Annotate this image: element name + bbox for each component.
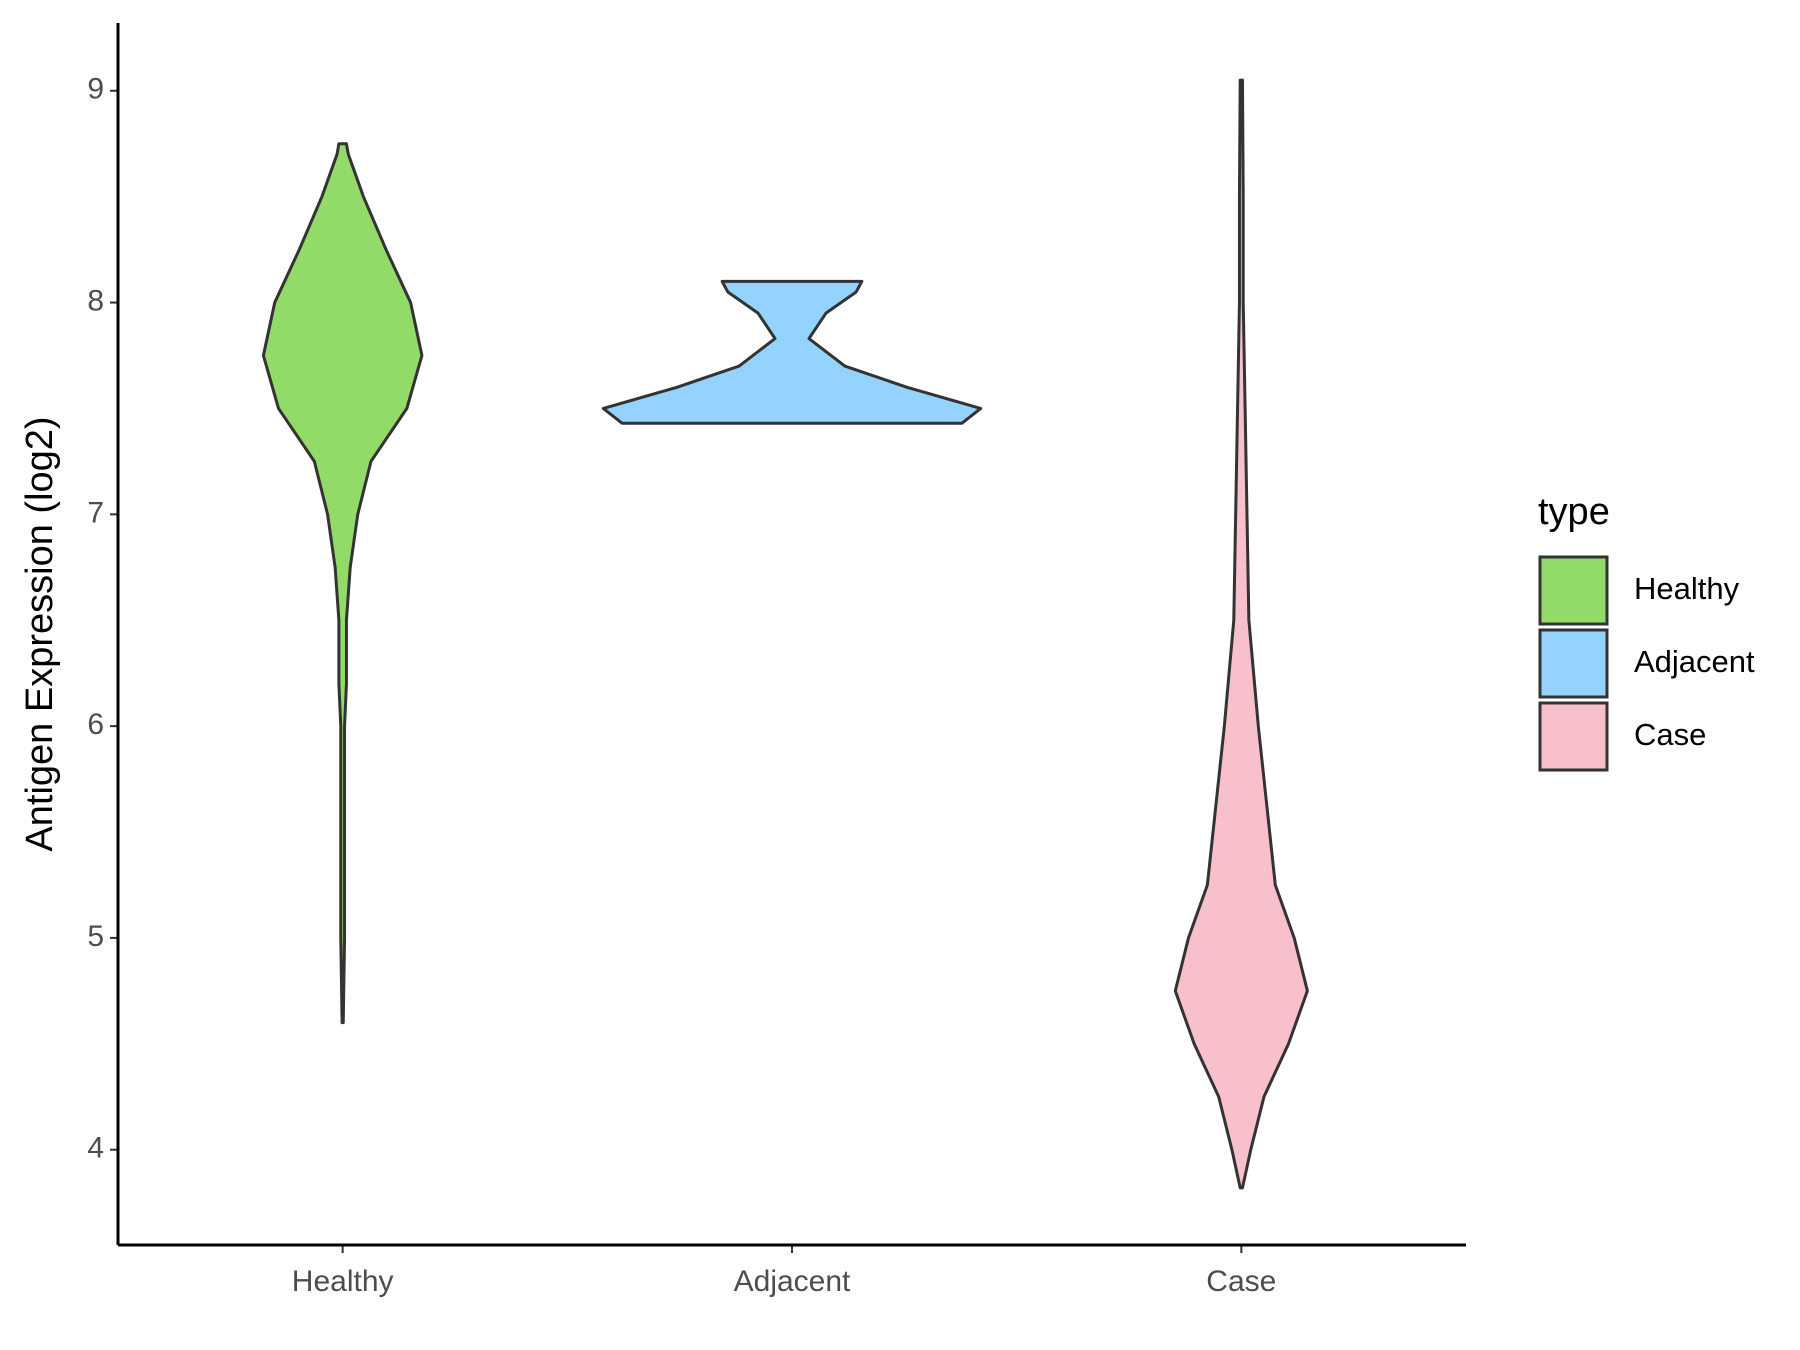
x-tick-label: Case: [1206, 1265, 1276, 1298]
violin: [601, 279, 983, 425]
legend-label: Case: [1634, 717, 1706, 752]
y-tick-label: 4: [87, 1132, 104, 1165]
y-axis-title: Antigen Expression (log2): [19, 416, 61, 851]
x-tick-label: Adjacent: [734, 1265, 851, 1298]
y-tick-label: 7: [87, 496, 104, 529]
legend-key: [1538, 628, 1609, 699]
y-tick-label: 5: [87, 920, 104, 953]
x-tick-label: Healthy: [292, 1265, 394, 1298]
legend-label: Healthy: [1634, 571, 1740, 606]
legend-title: type: [1538, 491, 1610, 533]
violin: [261, 142, 424, 1025]
legend-label: Adjacent: [1634, 644, 1755, 679]
legend-key: [1538, 555, 1609, 626]
legend-key: [1538, 701, 1609, 772]
violin: [1173, 78, 1309, 1190]
y-tick-label: 6: [87, 708, 104, 741]
y-tick-label: 9: [87, 73, 104, 106]
y-tick-label: 8: [87, 284, 104, 317]
